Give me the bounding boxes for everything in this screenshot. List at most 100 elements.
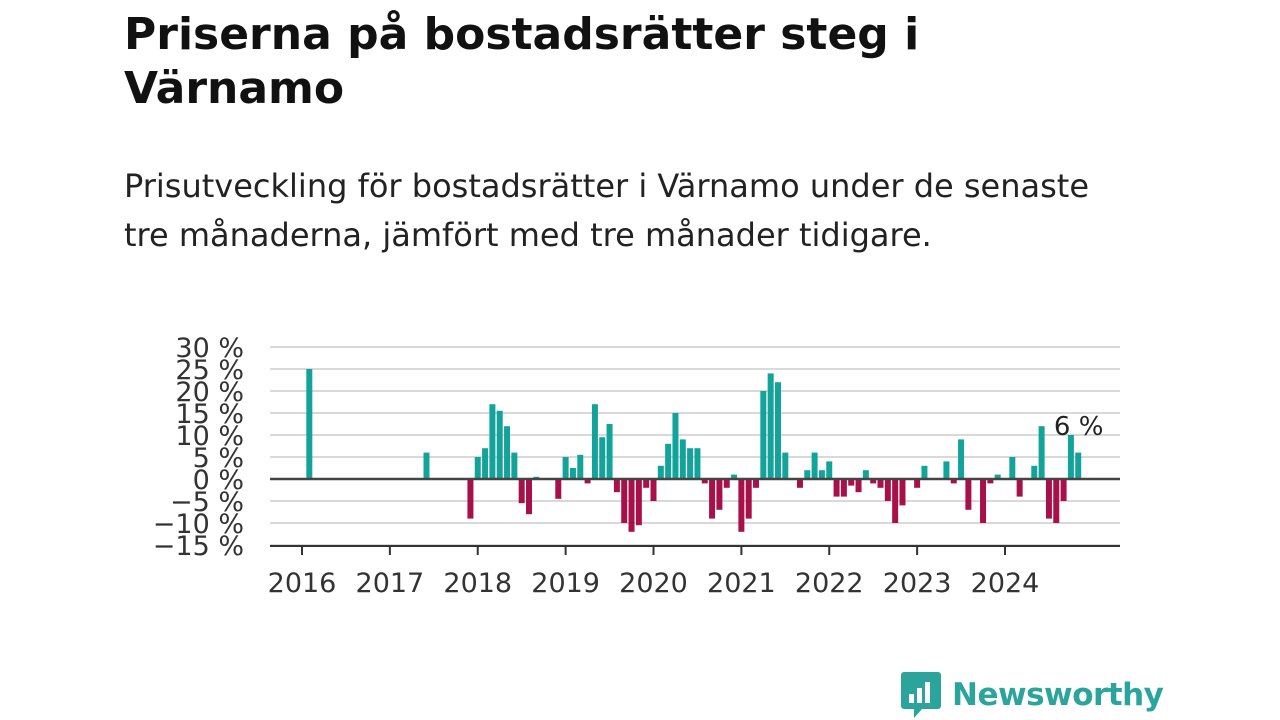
- x-tick-label-2018: 2018: [443, 568, 512, 599]
- bar-2021-12: [818, 470, 825, 479]
- bar-2020-03: [665, 443, 672, 479]
- bar-2024-05: [1031, 465, 1038, 479]
- bar-2024-08: [1053, 479, 1060, 523]
- bar-2021-10: [804, 470, 811, 479]
- brand-name: Newsworthy: [952, 677, 1164, 713]
- x-tick-label-2024: 2024: [971, 568, 1040, 599]
- bar-2021-11: [811, 452, 818, 479]
- bar-2018-01: [474, 457, 481, 479]
- bar-2021-05: [767, 373, 774, 479]
- bar-2019-09: [621, 479, 628, 523]
- bar-2019-01: [562, 457, 569, 479]
- bar-2019-10: [628, 479, 635, 532]
- bar-2018-12: [555, 479, 562, 499]
- bar-2022-10: [892, 479, 899, 523]
- bar-2022-04: [848, 479, 855, 486]
- chart-annotations: 6 %: [1054, 412, 1104, 442]
- bar-2024-10: [1067, 435, 1074, 479]
- bar-2018-06: [511, 452, 518, 479]
- bar-2022-05: [855, 479, 862, 493]
- bar-2024-03: [1016, 479, 1023, 497]
- bar-2021-01: [738, 479, 745, 532]
- bar-2023-08: [965, 479, 972, 510]
- x-tick-label-2023: 2023: [883, 568, 952, 599]
- bar-2021-07: [782, 452, 789, 479]
- bar-2020-11: [723, 479, 730, 488]
- bar-2021-03: [753, 479, 760, 488]
- bar-2023-01: [914, 479, 921, 488]
- y-tick-label: 0 %: [193, 465, 244, 496]
- newsworthy-logo: Newsworthy: [900, 670, 1164, 720]
- bar-2020-02: [657, 465, 664, 479]
- bar-2022-07: [870, 479, 877, 484]
- bar-2023-11: [987, 479, 994, 484]
- bar-2018-05: [504, 426, 511, 479]
- bar-2024-02: [1009, 457, 1016, 479]
- x-tick-label-2017: 2017: [356, 568, 425, 599]
- bar-2019-02: [569, 468, 576, 479]
- bar-2019-06: [599, 437, 606, 479]
- bar-2023-07: [958, 439, 965, 479]
- bar-2017-06: [423, 452, 430, 479]
- bar-2020-04: [672, 413, 679, 479]
- chart-grid: [270, 346, 1120, 546]
- y-tick-label: 5 %: [193, 443, 244, 474]
- x-axis-labels: 2016 2017 2018 2019 2020 2021 2022 2023 2024: [268, 568, 1040, 599]
- bar-2023-02: [921, 465, 928, 479]
- bar-2018-08: [526, 479, 533, 515]
- bar-2019-05: [591, 404, 598, 479]
- bar-2024-11: [1075, 452, 1082, 479]
- bar-2022-08: [877, 479, 884, 488]
- bar-2021-04: [760, 391, 767, 479]
- bar-2023-10: [980, 479, 987, 523]
- bar-2022-01: [826, 461, 833, 479]
- bar-2019-03: [577, 454, 584, 479]
- bar-2018-04: [496, 410, 503, 479]
- bar-2021-02: [745, 479, 752, 519]
- bar-2023-06: [950, 479, 957, 484]
- bar-2024-06: [1038, 426, 1045, 479]
- bar-2024-09: [1060, 479, 1067, 501]
- bar-2023-12: [994, 474, 1001, 479]
- x-tick-label-2021: 2021: [707, 568, 776, 599]
- x-tick-label-2016: 2016: [268, 568, 337, 599]
- y-tick-label: 20 %: [175, 377, 244, 408]
- bar-2019-07: [606, 424, 613, 479]
- y-tick-label: 30 %: [175, 333, 244, 364]
- x-tick-label-2022: 2022: [795, 568, 864, 599]
- y-tick-label: 15 %: [175, 399, 244, 430]
- chart-bars: [306, 369, 1082, 532]
- chart-bubble-icon: [901, 672, 941, 718]
- x-tick-label-2019: 2019: [531, 568, 600, 599]
- bar-2020-05: [679, 439, 686, 479]
- y-tick-label: 25 %: [175, 355, 244, 386]
- y-tick-label: −15 %: [153, 531, 244, 562]
- bar-2020-12: [731, 474, 738, 479]
- bar-2020-01: [650, 479, 657, 501]
- bar-2016-02: [306, 369, 313, 479]
- bar-2017-12: [467, 479, 474, 519]
- x-tick-label-2020: 2020: [619, 568, 688, 599]
- bar-2019-12: [643, 479, 650, 488]
- bar-2020-09: [709, 479, 716, 519]
- y-tick-label: 10 %: [175, 421, 244, 452]
- bar-2020-07: [694, 448, 701, 479]
- bar-2022-02: [833, 479, 840, 497]
- bar-2022-06: [862, 470, 869, 479]
- y-axis-labels: 30 %25 %20 %15 %10 %5 %0 %−5 %−10 %−15 %: [153, 333, 244, 562]
- bar-2022-03: [840, 479, 847, 497]
- bar-2019-08: [613, 479, 620, 493]
- bar-2019-11: [635, 479, 642, 526]
- bar-2023-05: [943, 461, 950, 479]
- bar-2019-04: [584, 479, 591, 484]
- y-tick-label: −5 %: [170, 487, 244, 518]
- chart-title: Priserna på bostadsrätter steg i Värnamo: [124, 9, 920, 114]
- bar-2020-10: [716, 479, 723, 510]
- latest-value-label: 6 %: [1054, 412, 1104, 442]
- chart-axes: [270, 477, 1120, 555]
- bar-2018-03: [489, 404, 496, 479]
- bar-2021-06: [774, 382, 781, 479]
- bar-2021-09: [796, 479, 803, 488]
- bar-2022-11: [899, 479, 906, 506]
